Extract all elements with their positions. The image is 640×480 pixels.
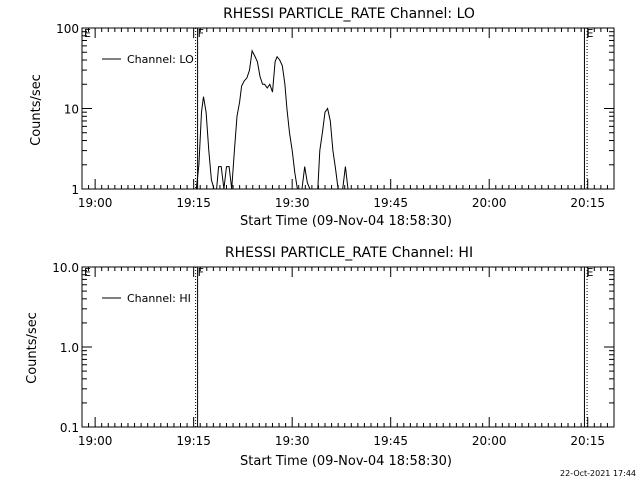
x-axis-label: Start Time (09-Nov-04 18:58:30)	[240, 214, 452, 229]
y-axis-label: Counts/sec	[25, 312, 40, 384]
event-marker-label: E	[586, 266, 593, 279]
x-tick-label: 19:30	[275, 434, 310, 448]
event-marker-label: E	[586, 27, 593, 40]
x-axis-label: Start Time (09-Nov-04 18:58:30)	[240, 454, 452, 469]
series-line	[195, 49, 358, 190]
chart-title: RHESSI PARTICLE_RATE Channel: LO	[223, 6, 475, 22]
x-tick-label: 20:15	[570, 434, 605, 448]
x-tick-label: 19:45	[373, 434, 408, 448]
chart-hi: RHESSI PARTICLE_RATE Channel: HI Start T…	[25, 245, 615, 469]
y-tick-label: 1	[71, 183, 79, 197]
y-tick-label: 0.1	[60, 421, 79, 435]
x-tick-label: 19:30	[275, 196, 310, 210]
x-tick-label: 19:00	[78, 434, 113, 448]
legend: Channel: HI	[102, 292, 191, 305]
x-tick-label: 19:00	[78, 196, 113, 210]
timestamp: 22-Oct-2021 17:44	[560, 469, 636, 478]
chart-lo: RHESSI PARTICLE_RATE Channel: LO Start T…	[29, 6, 615, 229]
plot-area: 19:0019:1519:3019:4520:0020:1520:300.11.…	[52, 261, 615, 448]
event-marker-label: F	[198, 266, 204, 279]
x-tick-label: 20:00	[472, 434, 507, 448]
x-tick-label: 19:15	[176, 196, 211, 210]
legend: Channel: LO	[102, 53, 194, 66]
chart-title: RHESSI PARTICLE_RATE Channel: HI	[225, 245, 473, 261]
y-tick-label: 10	[64, 103, 79, 117]
event-marker-label: E	[84, 27, 91, 40]
y-tick-label: 10.0	[52, 261, 79, 275]
legend-label: Channel: HI	[127, 292, 191, 305]
event-marker-label: F	[198, 27, 204, 40]
x-tick-label: 20:00	[472, 196, 507, 210]
y-tick-label: 1.0	[60, 341, 79, 355]
x-tick-label: 19:45	[373, 196, 408, 210]
y-axis-label: Counts/sec	[29, 74, 44, 146]
legend-label: Channel: LO	[127, 53, 194, 66]
plot-area: 19:0019:1519:3019:4520:0020:1520:3011010…	[56, 22, 615, 210]
event-marker-label: E	[84, 266, 91, 279]
x-tick-label: 20:15	[570, 196, 605, 210]
y-tick-label: 100	[56, 22, 79, 36]
x-tick-label: 19:15	[176, 434, 211, 448]
